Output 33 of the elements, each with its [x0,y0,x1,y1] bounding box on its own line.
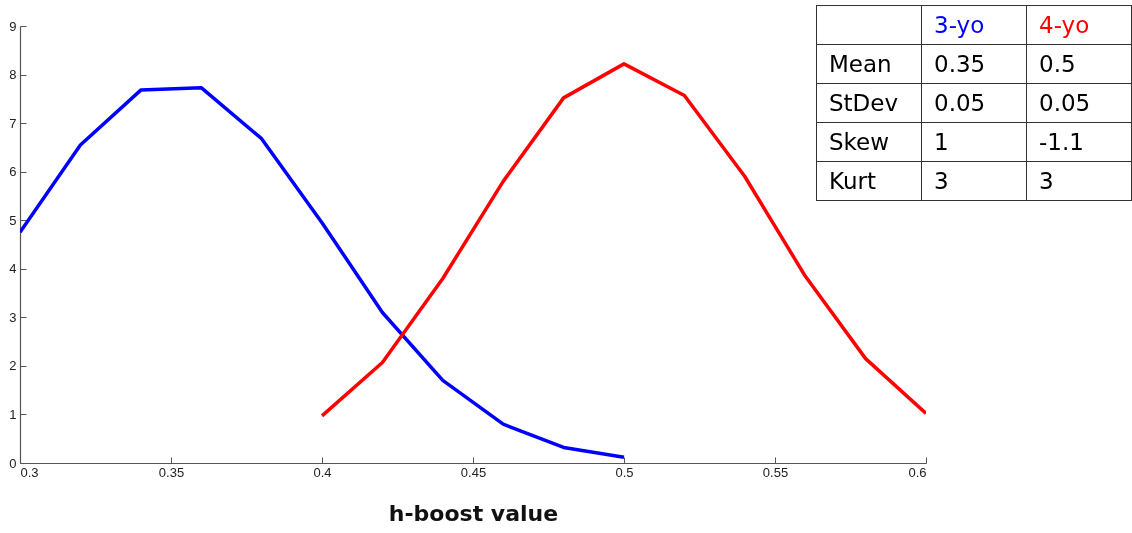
y-tick-label: 3 [9,309,17,325]
y-tick-label: 0 [9,455,17,471]
y-tick-label: 6 [9,164,17,180]
annotation: StDev [816,83,922,123]
x-tick-label: 0.45 [460,464,487,480]
text: 0.5 [1026,44,1132,84]
text: 1 [921,122,1027,162]
line-series [20,85,626,459]
annotation: Mean [816,44,922,84]
x-tick-label: 0.3 [20,464,39,480]
y-tick-label: 8 [9,67,17,83]
y-tick-label: 7 [9,115,17,131]
text: 3 [1026,161,1132,201]
y-tick-label: 2 [9,358,17,374]
text: 3 [921,161,1027,201]
text: 0.35 [921,44,1027,84]
text: -1.1 [1026,122,1132,162]
annotation: Kurt [816,161,922,201]
y-tick-label: 1 [9,406,17,422]
x-axis-title: h-boost value [388,500,559,526]
annotation: Skew [816,122,922,162]
x-tick-label: 0.5 [615,464,634,480]
text: 0.05 [1026,83,1132,123]
text: 3-yo [921,5,1027,45]
text: 0.05 [921,83,1027,123]
y-tick-label: 9 [9,18,17,34]
x-tick-label: 0.4 [313,464,332,480]
y-tick-label: 4 [9,261,17,277]
x-tick-label: 0.35 [158,464,185,480]
y-tick-label: 5 [9,212,17,228]
text: 4-yo [1026,5,1132,45]
x-tick-label: 0.55 [762,464,789,480]
x-tick-label: 0.6 [908,464,927,480]
